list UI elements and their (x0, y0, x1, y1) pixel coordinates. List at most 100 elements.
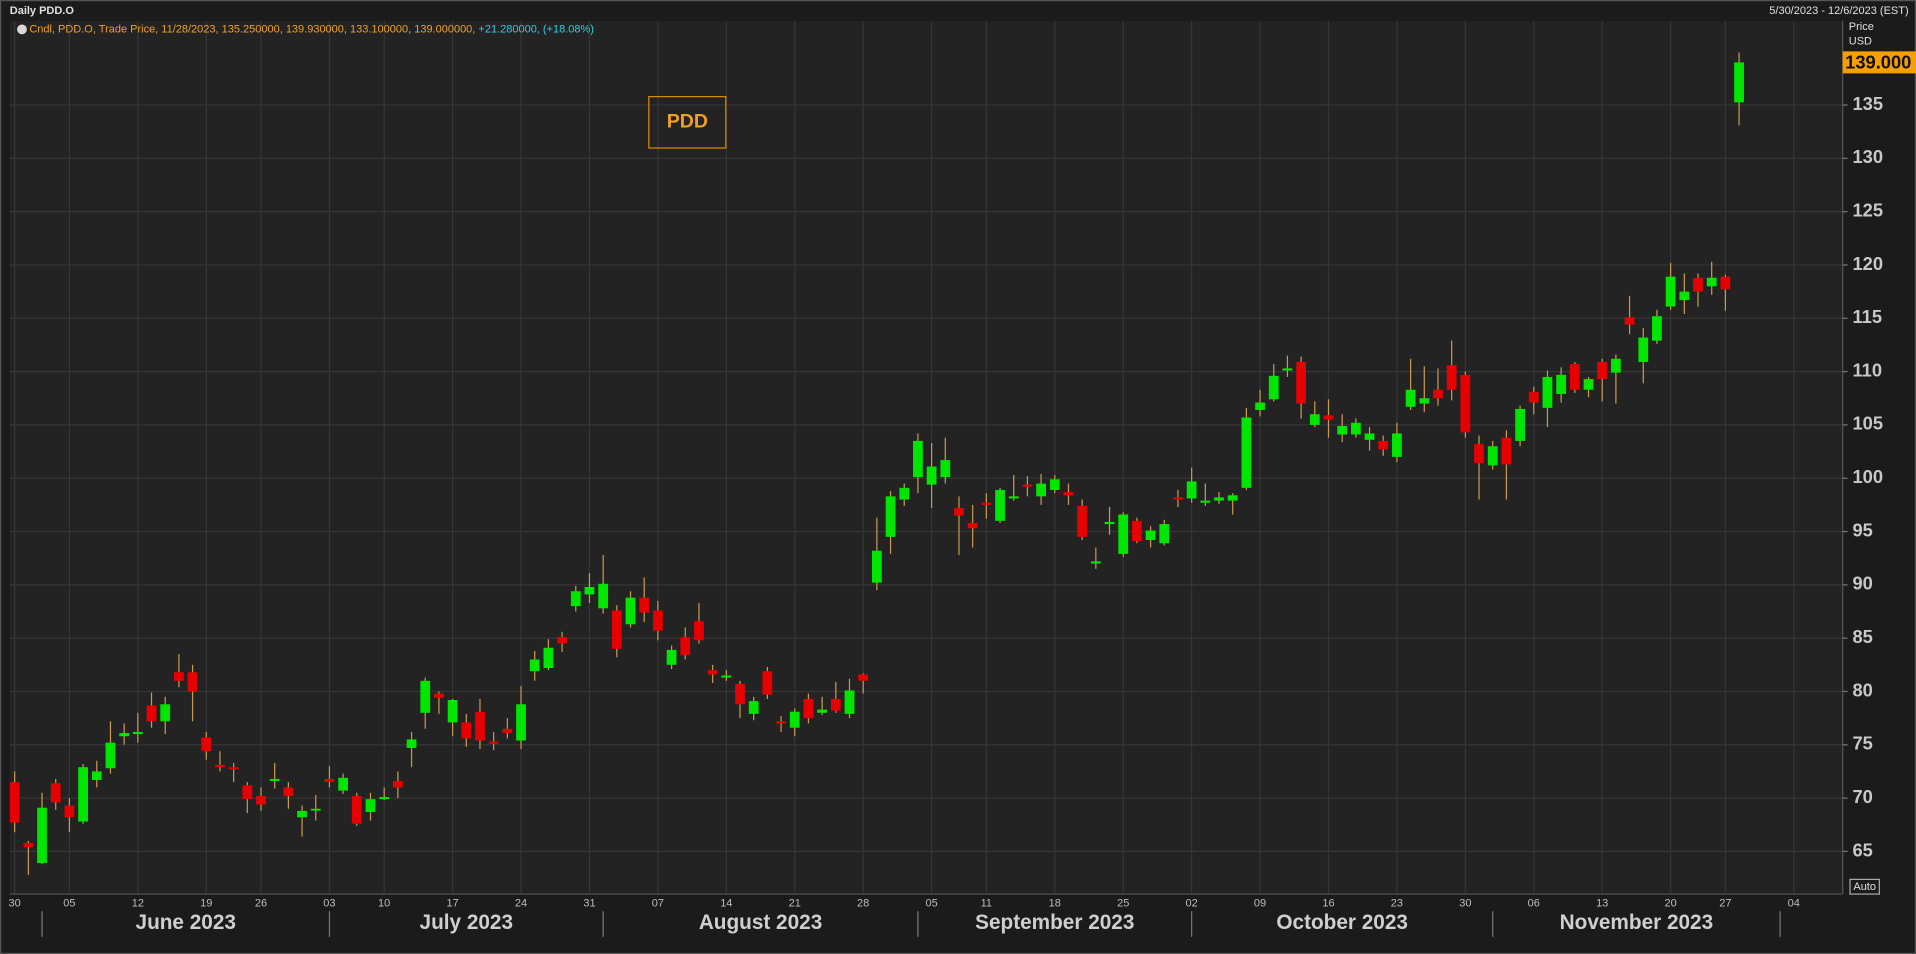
candle-body (721, 675, 732, 678)
candle-body (899, 487, 910, 500)
x-tick-label: 28 (857, 898, 869, 910)
candle-body (242, 785, 253, 800)
candle-body (1378, 440, 1389, 450)
candle-body (365, 799, 376, 812)
y-tick-label: 135 (1852, 93, 1883, 114)
candle-body (1679, 291, 1690, 301)
window-title: Daily PDD.O (10, 5, 75, 17)
x-tick-label: 05 (63, 898, 75, 910)
candle-body (913, 440, 923, 478)
candle-body (228, 767, 239, 770)
candle-body (570, 591, 581, 607)
candle-body (611, 610, 622, 649)
x-tick-label: 26 (255, 898, 267, 910)
candle-body (187, 672, 198, 692)
candle-body (379, 797, 390, 800)
candle-body (557, 637, 567, 644)
candle-body (639, 597, 650, 613)
candle-body (1022, 484, 1033, 487)
x-tick-label: 20 (1665, 898, 1677, 910)
candle-body (50, 783, 61, 803)
candle-body (1433, 389, 1443, 399)
candle-body (694, 621, 704, 641)
candle-body (461, 722, 472, 739)
candle-body (1296, 361, 1307, 404)
candle-body (502, 728, 513, 734)
candle-body (420, 680, 431, 713)
candle-body (1241, 417, 1252, 488)
candle-body (776, 721, 786, 724)
x-tick-label: 02 (1186, 898, 1198, 910)
candle-body (653, 610, 663, 631)
x-tick-label: 19 (200, 898, 212, 910)
candle-body (324, 778, 335, 783)
last-price-box (1842, 51, 1916, 74)
candle-body (338, 777, 349, 791)
candle-body (406, 739, 417, 748)
candle-body (995, 489, 1005, 521)
month-label: October 2023 (1276, 911, 1408, 934)
y-tick-label: 75 (1852, 733, 1872, 754)
candle-body (1145, 530, 1156, 541)
date-range: 5/30/2023 - 12/6/2023 (EST) (1769, 5, 1908, 17)
candle-body (475, 711, 485, 741)
legend-text: Cndl, PDD.O, Trade Price, 11/28/2023, 13… (29, 23, 475, 35)
y-tick-label: 105 (1852, 413, 1883, 434)
candle-body (1706, 277, 1717, 287)
y-tick-label: 125 (1852, 199, 1883, 220)
title-box (648, 96, 727, 149)
candle-body (1665, 276, 1676, 307)
x-tick-label: 03 (323, 898, 335, 910)
candle-body (1419, 398, 1430, 404)
x-tick-label: 07 (652, 898, 664, 910)
candle-body (64, 805, 75, 818)
candle-body (598, 583, 609, 609)
candle-body (297, 810, 307, 818)
legend: Cndl, PDD.O, Trade Price, 11/28/2023, 13… (29, 23, 594, 35)
y-tick-label: 120 (1852, 253, 1883, 274)
candle-body (1255, 402, 1265, 410)
candle-body (1077, 505, 1088, 537)
candle-body (1405, 389, 1416, 407)
candle-body (1460, 374, 1471, 433)
candle-body (1638, 337, 1649, 362)
candle-body (1528, 391, 1539, 403)
x-tick-label: 13 (1596, 898, 1608, 910)
candle-body (584, 586, 595, 595)
candle-body (201, 737, 212, 752)
candle-body (1611, 358, 1621, 373)
auto-button[interactable] (1849, 878, 1880, 895)
last-price-label: 139.000 (1845, 51, 1911, 72)
candle-body (283, 787, 294, 796)
candle-body (762, 671, 773, 695)
candle-body (954, 508, 964, 516)
legend-icon[interactable] (17, 24, 27, 35)
auto-button-label[interactable]: Auto (1853, 881, 1876, 893)
candle-body (940, 460, 951, 478)
x-tick-label: 25 (1117, 898, 1129, 910)
candle-body (1583, 379, 1594, 390)
x-tick-label: 11 (981, 898, 992, 910)
x-tick-label: 06 (1528, 898, 1540, 910)
candle-body (967, 523, 978, 529)
y-tick-label: 85 (1852, 626, 1872, 647)
x-tick-label: 04 (1788, 898, 1800, 910)
y-tick-label: 80 (1852, 679, 1872, 700)
candle-body (1542, 376, 1553, 408)
y-tick-label: 90 (1852, 573, 1872, 594)
y-tick-label: 100 (1852, 466, 1883, 487)
candle-body (830, 698, 841, 711)
x-tick-label: 05 (925, 898, 937, 910)
month-label: August 2023 (699, 911, 822, 934)
candle-body (1693, 277, 1703, 292)
y-tick-label: 65 (1852, 839, 1872, 860)
candle-body (926, 466, 937, 485)
y-tick-label: 110 (1852, 359, 1882, 380)
grid (9, 20, 1843, 895)
candle-body (351, 795, 362, 824)
plot-area (9, 20, 1843, 895)
candle-body (803, 698, 814, 719)
candle-body (1501, 437, 1512, 465)
